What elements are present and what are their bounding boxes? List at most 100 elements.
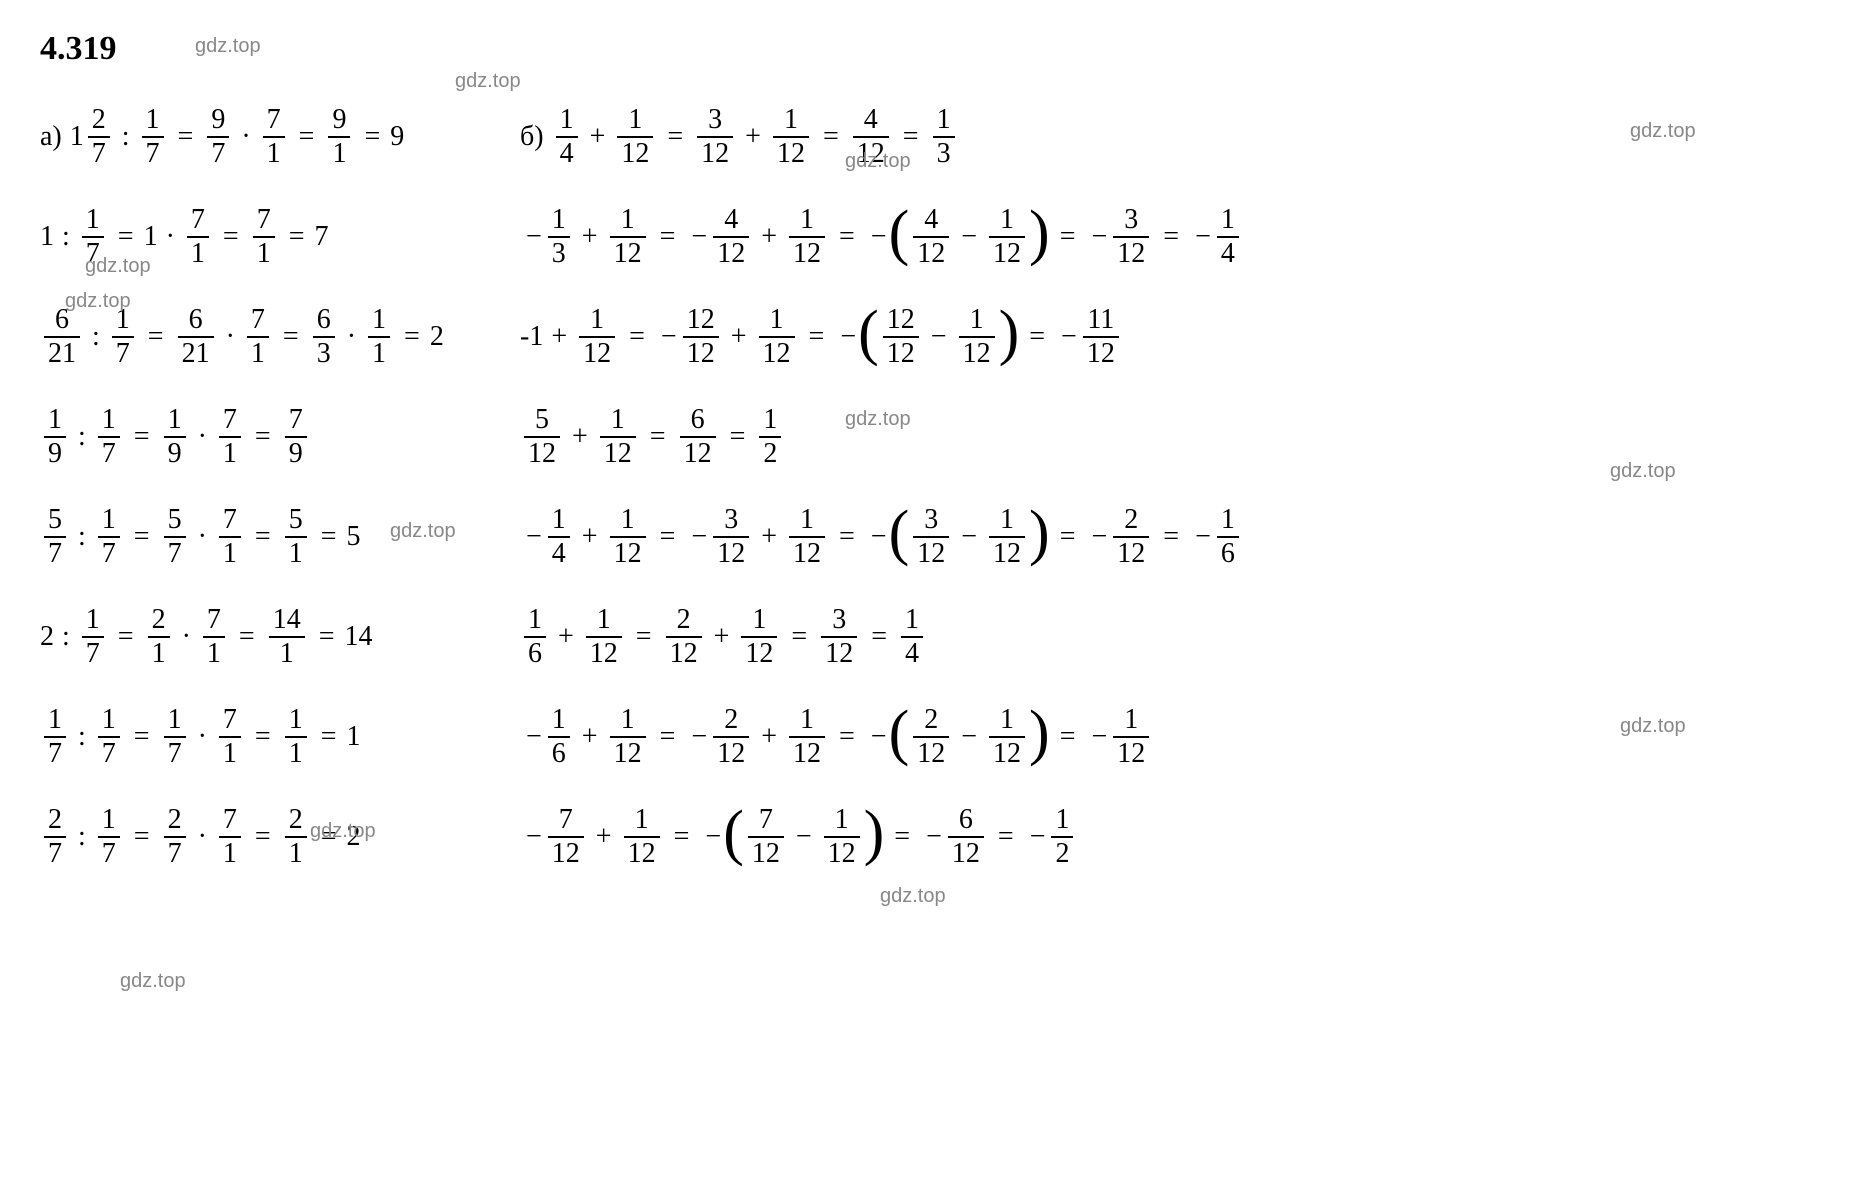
fraction: 71	[203, 606, 225, 668]
fraction: 12	[759, 406, 781, 468]
fraction: 63	[313, 306, 335, 368]
fraction: 16	[1217, 506, 1239, 568]
equation-a-7: 27:17=27·71=21=2	[40, 798, 460, 876]
fraction: 17	[44, 706, 66, 768]
fraction: 57	[164, 506, 186, 568]
fraction: 312	[913, 506, 949, 568]
fraction: 112	[1113, 706, 1149, 768]
fraction: 71	[247, 306, 269, 368]
fraction: 71	[219, 806, 241, 868]
watermark: gdz.top	[1610, 460, 1676, 483]
fraction: 21	[148, 606, 170, 668]
watermark: gdz.top	[845, 408, 911, 431]
fraction: 51	[285, 506, 307, 568]
equation-a-0: а) 127:17=97·71=91=9	[40, 98, 460, 176]
fraction: 14	[548, 506, 570, 568]
fraction: 612	[680, 406, 716, 468]
fraction: 112	[959, 306, 995, 368]
fraction: 112	[586, 606, 622, 668]
fraction: 112	[617, 106, 653, 168]
fraction: 712	[548, 806, 584, 868]
fraction: 1112	[1083, 306, 1119, 368]
watermark: gdz.top	[65, 290, 131, 313]
fraction: 312	[821, 606, 857, 668]
fraction: 621	[178, 306, 214, 368]
fraction: 13	[933, 106, 955, 168]
fraction: 212	[666, 606, 702, 668]
fraction: 17	[164, 706, 186, 768]
watermark: gdz.top	[880, 885, 946, 908]
fraction: 71	[253, 206, 275, 268]
part-label-b: б)	[520, 121, 544, 153]
fraction: 12	[1051, 806, 1073, 868]
fraction: 11	[368, 306, 390, 368]
fraction: 14	[1217, 206, 1239, 268]
equation-b-7: −712+112=−(712−112)=−612=−12	[520, 798, 1818, 876]
fraction: 17	[142, 106, 164, 168]
column-b: б) 14+112=312+112=412=13 −13+112=−412+112…	[520, 98, 1818, 876]
fraction: 19	[164, 406, 186, 468]
fraction: 112	[610, 706, 646, 768]
fraction: 112	[824, 806, 860, 868]
fraction: 412	[913, 206, 949, 268]
fraction: 612	[948, 806, 984, 868]
fraction: 621	[44, 306, 80, 368]
fraction: 212	[713, 706, 749, 768]
fraction: 17	[98, 406, 120, 468]
fraction: 71	[263, 106, 285, 168]
fraction: 412	[713, 206, 749, 268]
fraction: 57	[44, 506, 66, 568]
fraction: 17	[98, 706, 120, 768]
fraction: 71	[219, 706, 241, 768]
fraction: 141	[269, 606, 305, 668]
fraction: 97	[207, 106, 229, 168]
fraction: 112	[989, 206, 1025, 268]
column-a: а) 127:17=97·71=91=91:17=1·71=71=7621:17…	[40, 98, 460, 876]
equation-a-5: 2:17=21·71=141=14	[40, 598, 460, 676]
fraction: 212	[1113, 506, 1149, 568]
equation-a-6: 17:17=17·71=11=1	[40, 698, 460, 776]
equation-a-3: 19:17=19·71=79	[40, 398, 460, 476]
fraction: 14	[901, 606, 923, 668]
fraction: 512	[524, 406, 560, 468]
fraction: 13	[548, 206, 570, 268]
watermark: gdz.top	[845, 150, 911, 173]
watermark: gdz.top	[455, 70, 521, 93]
fraction: 112	[759, 306, 795, 368]
equation-b-4: −14+112=−312+112=−(312−112)=−212=−16	[520, 498, 1818, 576]
fraction: 112	[773, 106, 809, 168]
fraction: 27	[88, 106, 110, 168]
equation-b-1: −13+112=−412+112=−(412−112)=−312=−14	[520, 198, 1818, 276]
fraction: 71	[219, 406, 241, 468]
equation-b-2: -1+112=−1212+112=−(1212−112)=−1112	[520, 298, 1818, 376]
watermark: gdz.top	[120, 970, 186, 993]
fraction: 312	[713, 506, 749, 568]
fraction: 1212	[883, 306, 919, 368]
fraction: 112	[610, 206, 646, 268]
fraction: 112	[610, 506, 646, 568]
watermark: gdz.top	[195, 35, 261, 58]
fraction: 112	[989, 706, 1025, 768]
equation-b-0: б) 14+112=312+112=412=13	[520, 98, 1818, 176]
fraction: 712	[748, 806, 784, 868]
part-label-a: а)	[40, 121, 62, 153]
fraction: 11	[285, 706, 307, 768]
fraction: 19	[44, 406, 66, 468]
fraction: 112	[789, 706, 825, 768]
fraction: 17	[112, 306, 134, 368]
fraction: 112	[789, 506, 825, 568]
fraction: 17	[82, 606, 104, 668]
watermark: gdz.top	[1620, 715, 1686, 738]
fraction: 71	[187, 206, 209, 268]
watermark: gdz.top	[390, 520, 456, 543]
watermark: gdz.top	[310, 820, 376, 843]
content-columns: а) 127:17=97·71=91=91:17=1·71=71=7621:17…	[40, 98, 1818, 876]
fraction: 112	[789, 206, 825, 268]
watermark: gdz.top	[1630, 120, 1696, 143]
fraction: 112	[579, 306, 615, 368]
fraction: 112	[989, 506, 1025, 568]
fraction: 1212	[683, 306, 719, 368]
fraction: 71	[219, 506, 241, 568]
fraction: 91	[328, 106, 350, 168]
fraction: 17	[98, 506, 120, 568]
